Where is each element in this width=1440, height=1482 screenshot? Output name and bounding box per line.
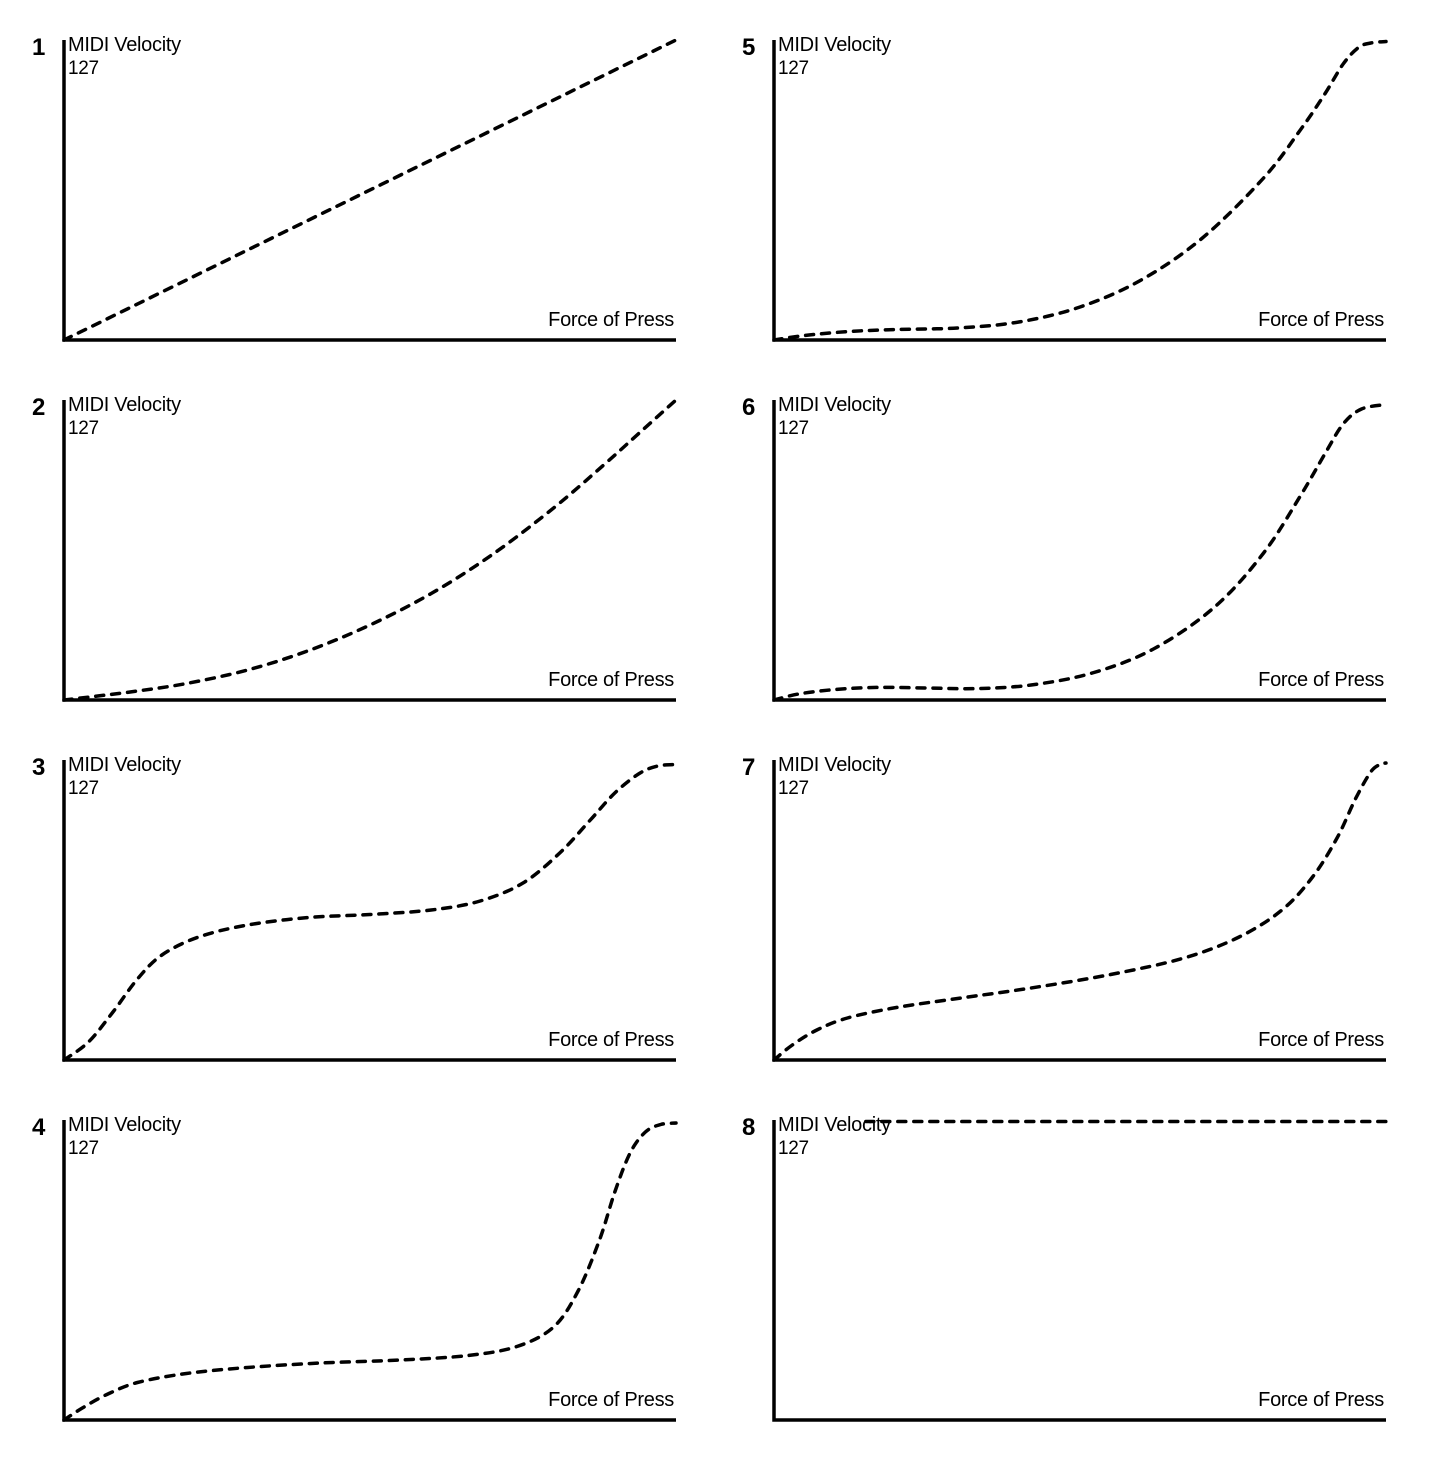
chart-panel-7: 7MIDI Velocity127Force of Press xyxy=(750,760,1390,1060)
axes xyxy=(64,400,676,700)
plot-area xyxy=(60,1114,680,1424)
panel-number: 3 xyxy=(32,754,45,782)
chart-panel-5: 5MIDI Velocity127Force of Press xyxy=(750,40,1390,340)
axes xyxy=(774,1120,1386,1420)
panel-number: 5 xyxy=(742,34,755,62)
velocity-curve xyxy=(64,765,676,1061)
plot-area xyxy=(60,754,680,1064)
chart-panel-1: 1MIDI Velocity127Force of Press xyxy=(40,40,680,340)
axes xyxy=(64,760,676,1060)
velocity-curve xyxy=(774,763,1386,1060)
plot-area xyxy=(60,394,680,704)
chart-panel-6: 6MIDI Velocity127Force of Press xyxy=(750,400,1390,700)
plot-area xyxy=(60,34,680,344)
chart-panel-8: 8MIDI Velocity127Force of Press xyxy=(750,1120,1390,1420)
panel-number: 7 xyxy=(742,754,755,782)
axes xyxy=(774,40,1386,340)
chart-panel-4: 4MIDI Velocity127Force of Press xyxy=(40,1120,680,1420)
velocity-curve xyxy=(64,40,676,340)
axes xyxy=(64,1120,676,1420)
chart-panel-3: 3MIDI Velocity127Force of Press xyxy=(40,760,680,1060)
plot-area xyxy=(770,754,1390,1064)
panel-number: 4 xyxy=(32,1114,45,1142)
panel-number: 1 xyxy=(32,34,45,62)
velocity-curve xyxy=(774,405,1386,701)
chart-panel-2: 2MIDI Velocity127Force of Press xyxy=(40,400,680,700)
velocity-curve xyxy=(64,400,676,700)
panel-number: 2 xyxy=(32,394,45,422)
panel-number: 8 xyxy=(742,1114,755,1142)
plot-area xyxy=(770,394,1390,704)
velocity-curve xyxy=(774,42,1386,341)
plot-area xyxy=(770,34,1390,344)
plot-area xyxy=(770,1114,1390,1424)
axes xyxy=(774,400,1386,700)
velocity-curve xyxy=(64,1123,676,1420)
panel-number: 6 xyxy=(742,394,755,422)
